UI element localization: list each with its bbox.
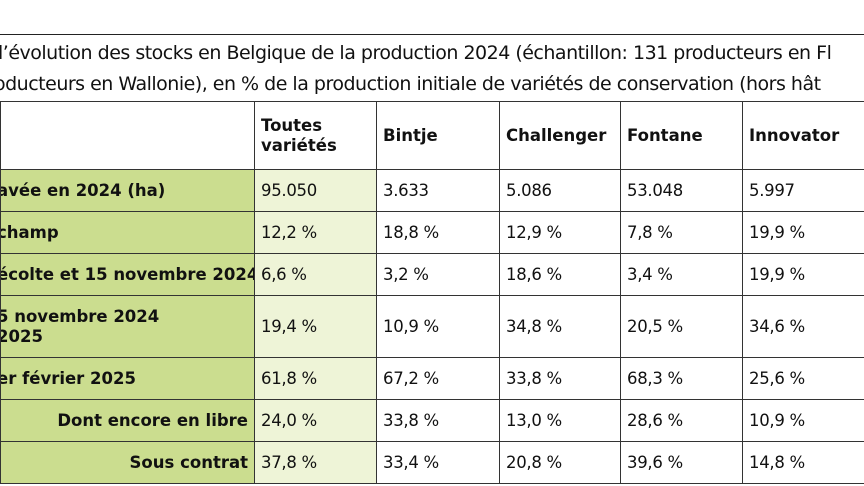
- table-cell: 68,3 %: [620, 357, 743, 400]
- table-cell: 95.050: [254, 169, 377, 212]
- table-row: écolte et 15 novembre 2024 6,6 % 3,2 % 1…: [0, 253, 864, 296]
- table-cell: 18,8 %: [376, 211, 500, 254]
- table-row: 5 novembre 2024 2025 19,4 % 10,9 % 34,8 …: [0, 295, 864, 358]
- table-cell: 19,9 %: [742, 211, 864, 254]
- table-cell: 37,8 %: [254, 441, 377, 484]
- table-row: Dont encore en libre 24,0 % 33,8 % 13,0 …: [0, 399, 864, 442]
- table-cell: 3.633: [376, 169, 500, 212]
- row-label: Dont encore en libre: [0, 399, 255, 442]
- table-cell: 19,4 %: [254, 295, 377, 358]
- table-row: avée en 2024 (ha) 95.050 3.633 5.086 53.…: [0, 169, 864, 212]
- row-label: er février 2025: [0, 357, 255, 400]
- header-challenger: Challenger: [499, 101, 621, 170]
- title-line-2: oducteurs en Wallonie), en % de la produ…: [0, 73, 821, 95]
- table-cell: 24,0 %: [254, 399, 377, 442]
- header-cell-blank: [0, 101, 255, 170]
- table-cell: 10,9 %: [376, 295, 500, 358]
- table-row: champ 12,2 % 18,8 % 12,9 % 7,8 % 19,9 %: [0, 211, 864, 254]
- table-cell: 33,8 %: [499, 357, 621, 400]
- row-label-line1: 5 novembre 2024: [0, 306, 160, 326]
- table-cell: 67,2 %: [376, 357, 500, 400]
- table-cell: 53.048: [620, 169, 743, 212]
- table-cell: 5.086: [499, 169, 621, 212]
- table-cell: 20,5 %: [620, 295, 743, 358]
- row-label-line2: 2025: [0, 326, 43, 346]
- stocks-table: Toutes variétés Bintje Challenger Fontan…: [0, 101, 864, 484]
- table-cell: 61,8 %: [254, 357, 377, 400]
- header-fontane: Fontane: [620, 101, 743, 170]
- table-cell: 6,6 %: [254, 253, 377, 296]
- table-cell: 18,6 %: [499, 253, 621, 296]
- top-rule: [0, 34, 864, 35]
- table-cell: 10,9 %: [742, 399, 864, 442]
- table-cell: 34,6 %: [742, 295, 864, 358]
- table-row: Sous contrat 37,8 % 33,4 % 20,8 % 39,6 %…: [0, 441, 864, 484]
- table-title: l’évolution des stocks en Belgique de la…: [0, 38, 864, 100]
- row-label: Sous contrat: [0, 441, 255, 484]
- header-toutes-varietes: Toutes variétés: [254, 101, 377, 170]
- table-cell: 12,2 %: [254, 211, 377, 254]
- table-cell: 25,6 %: [742, 357, 864, 400]
- table-cell: 14,8 %: [742, 441, 864, 484]
- header-bintje: Bintje: [376, 101, 500, 170]
- row-label: 5 novembre 2024 2025: [0, 295, 255, 358]
- header-row: Toutes variétés Bintje Challenger Fontan…: [0, 101, 864, 170]
- table-row: er février 2025 61,8 % 67,2 % 33,8 % 68,…: [0, 357, 864, 400]
- table-cell: 20,8 %: [499, 441, 621, 484]
- row-label: avée en 2024 (ha): [0, 169, 255, 212]
- row-label: écolte et 15 novembre 2024: [0, 253, 255, 296]
- table-cell: 3,2 %: [376, 253, 500, 296]
- table-cell: 13,0 %: [499, 399, 621, 442]
- header-toutes-line1: Toutes: [261, 115, 323, 135]
- table-cell: 33,4 %: [376, 441, 500, 484]
- table-cell: 3,4 %: [620, 253, 743, 296]
- table-cell: 5.997: [742, 169, 864, 212]
- table-cell: 33,8 %: [376, 399, 500, 442]
- row-label: champ: [0, 211, 255, 254]
- title-line-1: l’évolution des stocks en Belgique de la…: [0, 42, 832, 64]
- table-cell: 34,8 %: [499, 295, 621, 358]
- table-cell: 19,9 %: [742, 253, 864, 296]
- table-cell: 28,6 %: [620, 399, 743, 442]
- header-toutes-line2: variétés: [261, 135, 337, 155]
- header-innovator: Innovator: [742, 101, 864, 170]
- table-cell: 39,6 %: [620, 441, 743, 484]
- table-cell: 7,8 %: [620, 211, 743, 254]
- table-cell: 12,9 %: [499, 211, 621, 254]
